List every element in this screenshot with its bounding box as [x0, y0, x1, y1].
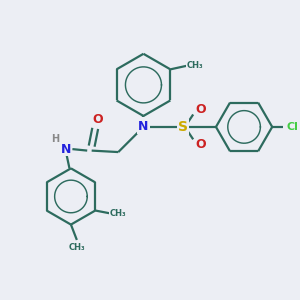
Text: S: S — [178, 120, 188, 134]
Text: CH₃: CH₃ — [187, 61, 203, 70]
Text: CH₃: CH₃ — [68, 243, 85, 252]
Text: O: O — [196, 138, 206, 151]
Text: N: N — [61, 142, 71, 156]
Text: H: H — [51, 134, 59, 144]
Text: Cl: Cl — [286, 122, 298, 132]
Text: O: O — [196, 103, 206, 116]
Text: CH₃: CH₃ — [110, 209, 127, 218]
Text: O: O — [92, 113, 103, 126]
Text: N: N — [138, 120, 148, 134]
